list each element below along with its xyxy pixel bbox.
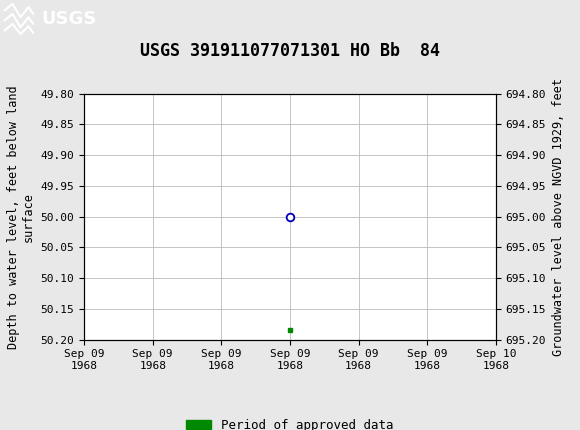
Text: USGS: USGS	[42, 10, 97, 28]
Legend: Period of approved data: Period of approved data	[181, 414, 399, 430]
Text: USGS 391911077071301 HO Bb  84: USGS 391911077071301 HO Bb 84	[140, 42, 440, 60]
Y-axis label: Groundwater level above NGVD 1929, feet: Groundwater level above NGVD 1929, feet	[552, 78, 565, 356]
Y-axis label: Depth to water level, feet below land
surface: Depth to water level, feet below land su…	[7, 85, 35, 349]
